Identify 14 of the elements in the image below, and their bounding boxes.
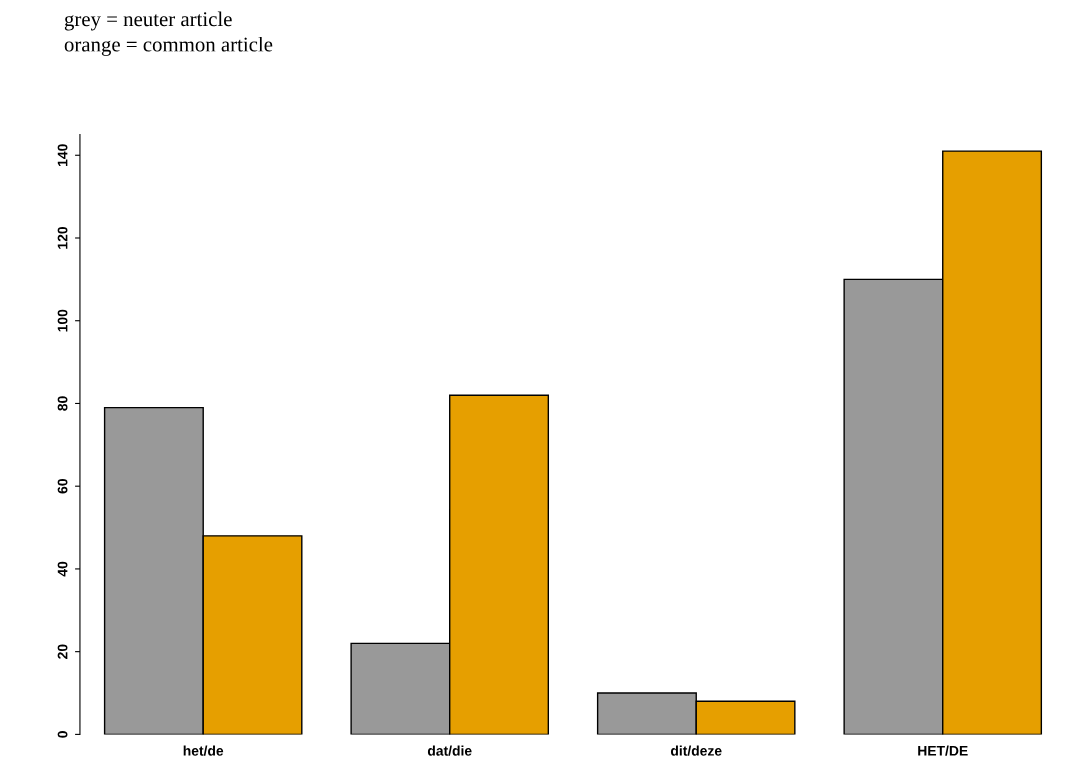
x-tick-label: dat/die <box>427 745 472 756</box>
text: grey = neuter article <box>64 11 232 31</box>
y-tick-label: 0 <box>57 731 68 738</box>
y-tick-label: 20 <box>57 644 68 659</box>
y-tick-label: 40 <box>57 561 68 577</box>
y-tick-label: 140 <box>57 144 68 166</box>
x-tick-label: HET/DE <box>918 745 968 756</box>
y-tick-label: 60 <box>57 479 68 494</box>
text: orange = common article <box>64 36 273 56</box>
y-tick-label: 120 <box>57 226 68 249</box>
x-tick-label: het/de <box>183 745 224 756</box>
y-tick-label: 100 <box>57 309 68 332</box>
x-tick-label: dit/deze <box>670 745 722 756</box>
y-tick-label: 80 <box>57 396 68 411</box>
